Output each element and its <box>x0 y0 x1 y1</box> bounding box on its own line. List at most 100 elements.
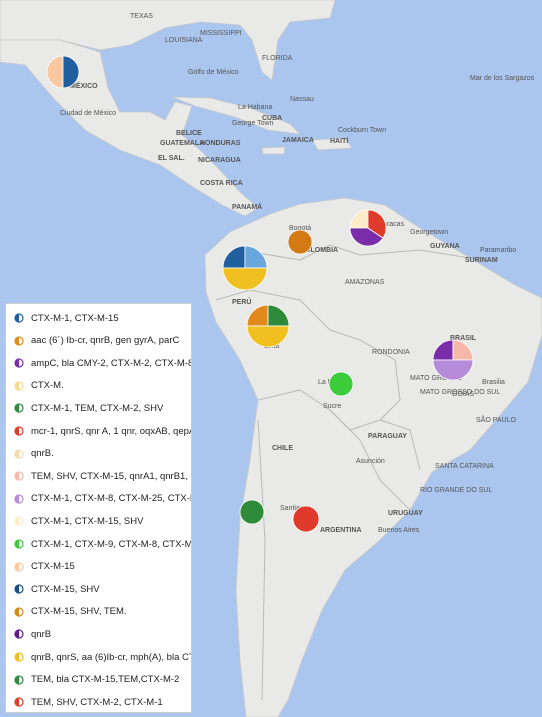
place-label: Brasilia <box>482 379 505 386</box>
place-label: AMAZONAS <box>345 279 385 286</box>
place-label: TEXAS <box>130 13 153 20</box>
legend-item: CTX-M-1, CTX-M-9, CTX-M-8, CTX-M-2, CTX- <box>6 534 191 554</box>
legend-item: qnrB <box>6 624 191 644</box>
legend-swatch <box>14 448 24 459</box>
place-label: ARGENTINA <box>320 527 362 534</box>
place-label: GUATEMALA <box>160 140 204 147</box>
place-label: FLORIDA <box>262 55 293 62</box>
legend-label: mcr-1, qnrS, qnr A, 1 qnr, oqxAB, qepA, … <box>31 425 191 437</box>
place-label: Asunción <box>356 458 385 465</box>
place-label: MÉXICO <box>70 81 98 90</box>
legend-swatch <box>14 335 24 346</box>
legend-label: CTX-M-1, TEM, CTX-M-2, SHV <box>31 402 164 414</box>
legend-swatch <box>14 674 24 685</box>
place-label: GUYANA <box>430 243 460 250</box>
legend-swatch <box>14 539 24 549</box>
legend-item: TEM, SHV, CTX-M-2, CTX-M-1 <box>6 692 191 712</box>
pie-markers <box>46 55 474 533</box>
legend-label: TEM, SHV, CTX-M-15, qnrA1, qnrB1, qepA1,… <box>31 470 191 482</box>
place-label: PERÚ <box>232 297 251 306</box>
legend-item: TEM, bla CTX-M-15,TEM,CTX-M-2 <box>6 670 191 690</box>
place-label: COLOMBIA <box>300 247 338 254</box>
place-label: CHILE <box>272 445 293 452</box>
legend-label: CTX-M-1, CTX-M-15, SHV <box>31 515 144 527</box>
pie-colombia <box>287 229 313 255</box>
place-label: Buenos Aires <box>378 527 420 534</box>
legend-swatch <box>14 516 24 526</box>
place-label: EL SAL. <box>158 155 185 162</box>
legend-item: ampC, bla CMY-2, CTX-M-2, CTX-M-8, CTX-M <box>6 353 191 373</box>
place-label: Paramaribo <box>480 247 516 254</box>
pie-chile <box>239 499 265 525</box>
legend-item: qnrB. <box>6 444 191 464</box>
pie-mexico <box>46 55 80 89</box>
legend-item: CTX-M. <box>6 376 191 396</box>
legend-label: qnrB, qnrS, aa (6)Ib-cr, mph(A), bla CTX… <box>31 651 191 663</box>
legend-item: mcr-1, qnrS, qnr A, 1 qnr, oqxAB, qepA, … <box>6 421 191 441</box>
place-label: RONDONIA <box>372 349 410 356</box>
legend-item: CTX-M-1, TEM, CTX-M-2, SHV <box>6 398 191 418</box>
place-label: GOIÁS <box>452 389 475 398</box>
place-label: JAMAICA <box>282 137 314 144</box>
legend-item: aac (6´) Ib-cr, qnrB, gen gyrA, parC <box>6 331 191 351</box>
place-label: COSTA RICA <box>200 180 243 187</box>
legend-label: CTX-M-15 <box>31 561 75 573</box>
place-label: Caracas <box>378 221 405 228</box>
place-label: RIO GRANDE DO SUL <box>420 487 492 494</box>
legend-item: TEM, SHV, CTX-M-15, qnrA1, qnrB1, qepA1,… <box>6 466 191 486</box>
legend-swatch <box>14 471 24 481</box>
legend-label: TEM, SHV, CTX-M-2, CTX-M-1 <box>31 696 163 708</box>
legend-item: CTX-M-1, CTX-M-8, CTX-M-25, CTX-M-9; TEM <box>6 489 191 509</box>
legend-swatch <box>14 584 24 594</box>
legend-swatch <box>14 607 24 617</box>
place-label: Golfo de México <box>188 69 239 76</box>
legend-label: qnrB <box>31 628 52 640</box>
legend-label: qnrB. <box>31 448 54 460</box>
place-label: LOUISIANA <box>165 37 203 44</box>
place-label: SURINAM <box>465 257 498 264</box>
place-label: SANTA CATARINA <box>435 463 494 470</box>
legend-item: qnrB, qnrS, aa (6)Ib-cr, mph(A), bla CTX… <box>6 647 191 667</box>
legend-swatch <box>14 403 24 413</box>
legend-swatch <box>14 494 24 504</box>
place-label: MISSISSIPPI <box>200 30 242 37</box>
pie-bolivia <box>328 371 354 397</box>
place-label: George Town <box>232 120 274 127</box>
legend-label: CTX-M-15, SHV, TEM. <box>31 606 127 618</box>
legend-label: aac (6´) Ib-cr, qnrB, gen gyrA, parC <box>31 335 180 347</box>
legend-swatch <box>14 381 24 391</box>
legend-item: CTX-M-15, SHV, TEM. <box>6 602 191 622</box>
place-label: Sucre <box>323 403 341 410</box>
place-label: PARAGUAY <box>368 433 407 440</box>
place-label: BRASIL <box>450 335 477 342</box>
place-label: BELICE <box>176 130 202 137</box>
legend-swatch <box>14 652 24 662</box>
pie-peru <box>246 304 290 348</box>
place-label: MATO GROSSO DO SUL <box>420 389 500 396</box>
place-label: HONDURAS <box>200 140 241 147</box>
legend-label: CTX-M-1, CTX-M-9, CTX-M-8, CTX-M-2, CTX- <box>31 538 191 550</box>
pie-ecuador <box>222 245 268 291</box>
legend-swatch <box>14 561 24 572</box>
legend-swatch <box>14 358 24 368</box>
legend-label: CTX-M. <box>31 380 64 392</box>
pie-argentina <box>292 505 320 533</box>
legend-item: CTX-M-1, CTX-M-15 <box>6 308 191 328</box>
place-label: Ciudad de México <box>60 110 116 117</box>
place-label: Georgetown <box>410 229 448 236</box>
place-label: Santiago <box>280 505 308 512</box>
legend-item: CTX-M-15 <box>6 557 191 577</box>
place-label: MATO GROSSO <box>410 375 463 382</box>
place-label: URUGUAY <box>388 510 423 517</box>
legend-swatch <box>14 697 24 707</box>
place-label: Bogotá <box>289 225 311 232</box>
legend-swatch <box>14 426 24 436</box>
place-label: Nassau <box>290 96 314 103</box>
legend-item: CTX-M-1, CTX-M-15, SHV <box>6 511 191 531</box>
place-label: La Habana <box>238 104 272 111</box>
place-label: SÃO PAULO <box>476 415 516 424</box>
place-label: NICARAGUA <box>198 157 241 164</box>
